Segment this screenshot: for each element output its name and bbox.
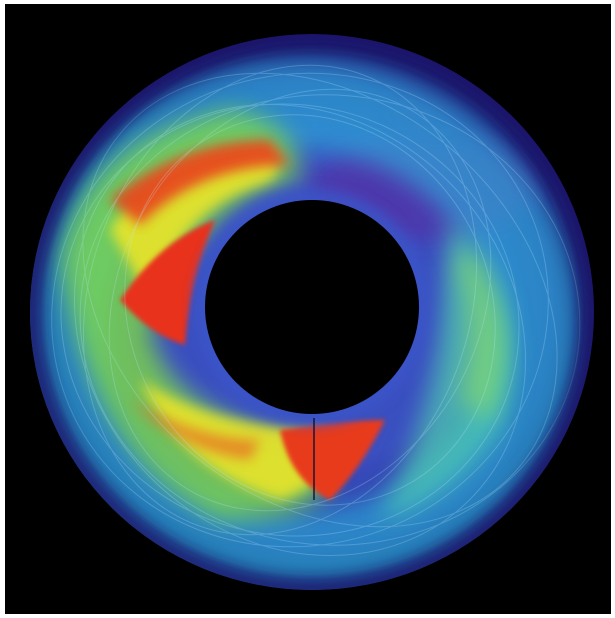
red-region bbox=[110, 140, 290, 225]
streamline bbox=[60, 103, 520, 537]
red-region bbox=[280, 420, 385, 500]
inner-hole bbox=[205, 200, 419, 414]
streamline bbox=[108, 88, 492, 512]
green-region bbox=[455, 250, 506, 420]
outer-rim bbox=[30, 34, 594, 590]
streamline bbox=[79, 94, 581, 546]
orange-region bbox=[130, 400, 260, 460]
cyan-band bbox=[30, 60, 580, 590]
red-region bbox=[120, 220, 215, 345]
streamline bbox=[82, 64, 478, 536]
streamline bbox=[74, 104, 526, 556]
streamline bbox=[124, 114, 496, 506]
streamline bbox=[51, 72, 549, 548]
